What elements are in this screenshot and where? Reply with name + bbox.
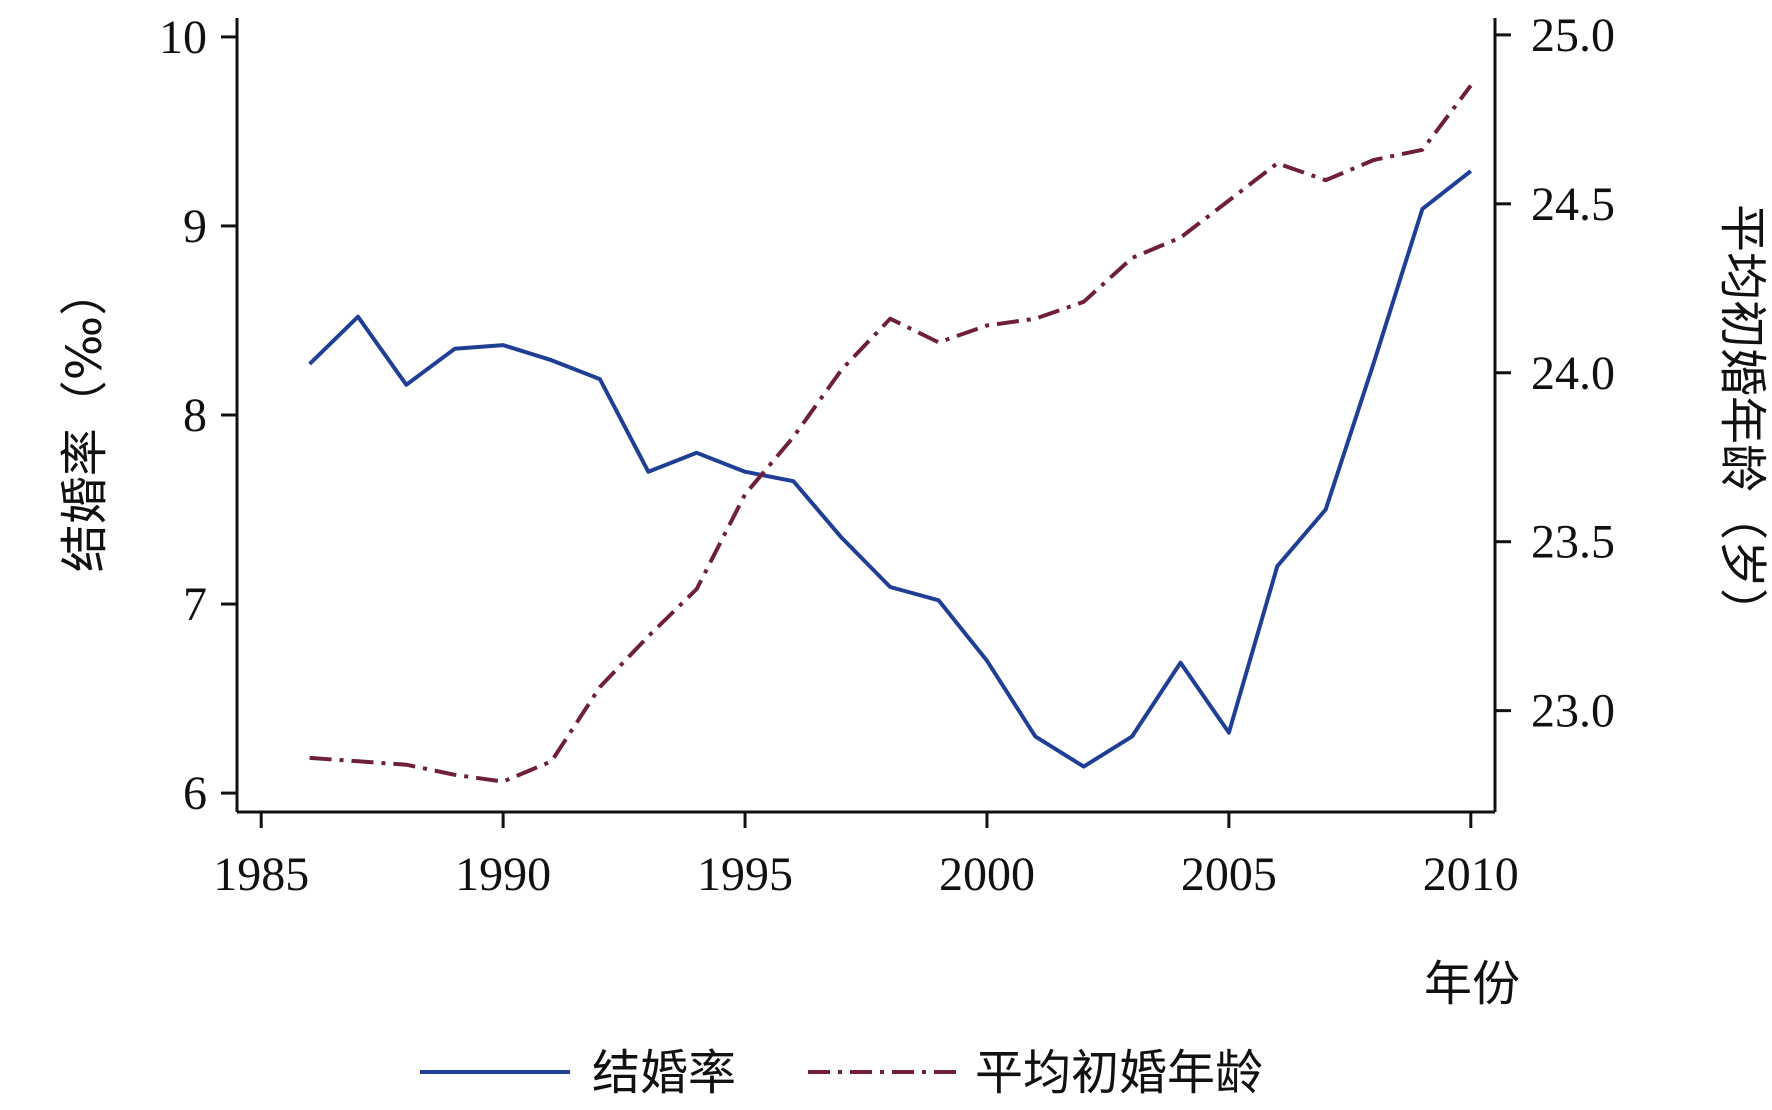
legend-label-2: 平均初婚年龄: [975, 1045, 1263, 1101]
y-right-tick-label: 24.5: [1531, 178, 1615, 231]
series-layer: [308, 84, 1473, 784]
y-right-tick-label: 23.0: [1531, 685, 1615, 738]
y-right-tick-label: 25.0: [1531, 9, 1615, 62]
y-right-axis-title: 平均初婚年龄（岁）: [1714, 204, 1770, 636]
x-tick-label: 2010: [1423, 848, 1519, 901]
axes: 1985 1990 1995 2000 2005 2010 6 7 8 9 10 23.0 23.5 24…: [159, 9, 1615, 901]
y-left-tick-label: 7: [183, 578, 207, 631]
y-left-axis-title: 结婚率（‰）: [57, 268, 113, 572]
x-axis-title: 年份: [1424, 956, 1520, 1012]
legend: 结婚率 平均初婚年龄: [420, 1045, 1263, 1101]
y-left-tick-label: 10: [159, 11, 207, 64]
y-right-tick-label: 24.0: [1531, 347, 1615, 400]
y-left-tick-label: 6: [183, 767, 207, 820]
x-tick-label: 2000: [939, 848, 1035, 901]
x-tick-label: 1995: [697, 848, 793, 901]
x-tick-label: 1990: [455, 848, 551, 901]
y-right-tick-label: 23.5: [1531, 516, 1615, 569]
x-tick-label: 1985: [213, 848, 309, 901]
y-left-tick-label: 8: [183, 389, 207, 442]
x-tick-label: 2005: [1181, 848, 1277, 901]
legend-label-1: 结婚率: [592, 1045, 736, 1101]
series-line-1: [308, 169, 1473, 769]
y-left-tick-label: 9: [183, 200, 207, 253]
series-line-2: [309, 84, 1473, 784]
